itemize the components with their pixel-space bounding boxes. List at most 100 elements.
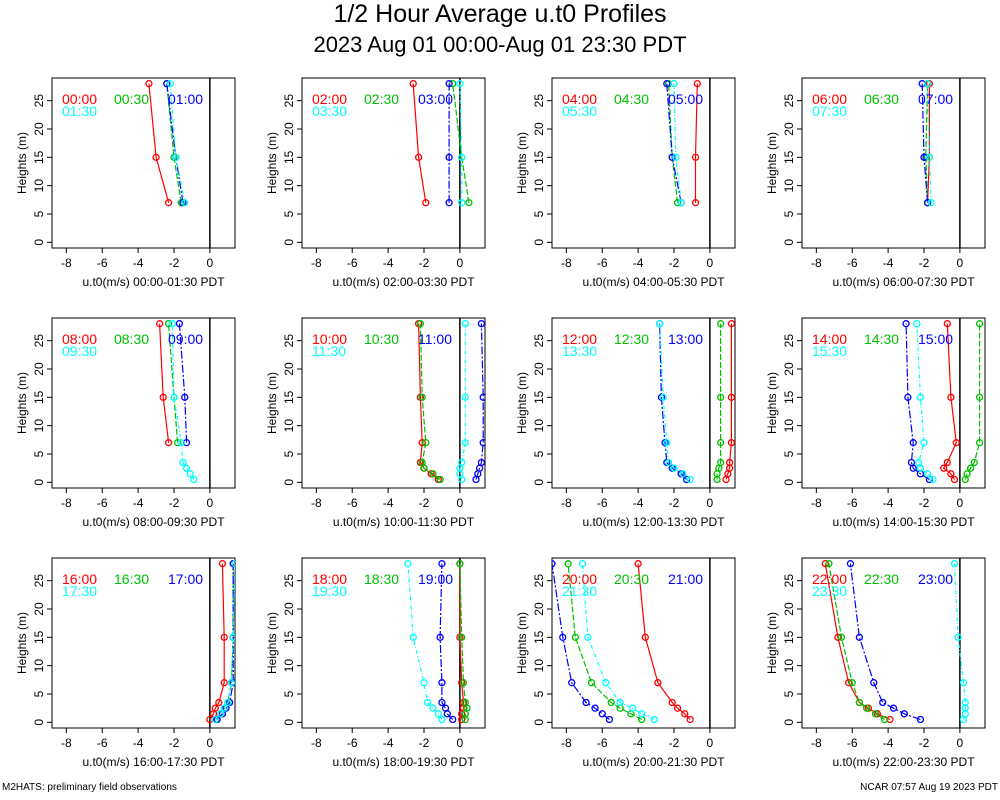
data-point [681,710,689,718]
data-point [716,458,725,467]
data-point [679,470,687,478]
y-tick-label: 20 [782,122,796,136]
data-point [821,560,829,568]
data-point [916,393,925,401]
y-tick-label: 0 [282,479,296,486]
x-axis-label: u.t0(m/s) 16:00-17:30 PDT [82,755,225,769]
data-point [429,470,437,478]
series-line-07:30 [927,83,932,203]
series-line-02:00 [412,83,427,203]
x-axis-label: u.t0(m/s) 06:00-07:30 PDT [832,275,975,289]
data-point [587,679,596,687]
data-point [950,560,959,568]
x-tick-label: 0 [957,256,964,270]
data-point [438,698,446,707]
y-tick-label: 15 [282,390,296,404]
data-point [641,633,649,641]
y-tick-label: 20 [782,602,796,616]
y-tick-label: 5 [532,690,546,697]
y-axis-label: Heights (m) [515,132,529,194]
y-tick-label: 25 [282,334,296,348]
y-axis-label: Heights (m) [765,612,779,674]
data-point [947,470,955,478]
y-tick-label: 20 [32,362,46,376]
y-tick-label: 0 [532,239,546,246]
data-point [923,80,932,88]
legend-label-16:00: 16:00 [62,571,97,587]
plot-frame [301,317,486,489]
y-tick-label: 5 [32,690,46,697]
legend-label-07:00: 07:00 [918,91,953,107]
series-group [145,80,189,207]
legend-label-06:30: 06:30 [864,91,899,107]
data-point [459,679,468,687]
data-point [445,80,453,88]
data-point [879,698,887,707]
legend-label-13:30: 13:30 [562,343,597,359]
data-point [870,679,878,687]
y-tick-label: 25 [32,574,46,588]
legend-label-01:30: 01:30 [62,103,97,119]
series-line-00:00 [148,83,170,203]
series-line-14:00 [942,323,957,480]
y-tick-label: 5 [782,450,796,457]
data-point [177,439,185,447]
legend-label-05:00: 05:00 [668,91,703,107]
y-tick-label: 15 [532,630,546,644]
legend-label-19:30: 19:30 [312,583,347,599]
data-point [920,439,928,447]
x-tick-label: -4 [883,496,894,510]
data-point [218,560,227,568]
series-line-13:30 [659,323,691,480]
data-point [229,633,235,641]
x-tick-label: 0 [457,256,464,270]
x-tick-label: -2 [669,736,680,750]
series-line-05:30 [673,83,682,203]
panel-2: -8 -6 -4 -2 0 0 5 10 15 20 25 Heights (m) u.t0(m/s) … [265,77,486,289]
y-tick-label: 10 [532,659,546,673]
chart-subtitle: 2023 Aug 01 00:00-Aug 01 23:30 PDT [313,32,687,57]
series-group [404,560,471,724]
series-group [409,80,473,207]
plot-frame [301,557,486,729]
plot-frame [51,317,236,489]
x-axis-label: u.t0(m/s) 14:00-15:30 PDT [832,515,975,529]
y-tick-label: 10 [32,179,46,193]
y-tick-label: 15 [32,630,46,644]
y-tick-label: 20 [282,602,296,616]
data-point [181,199,189,207]
data-point [220,679,228,687]
data-point [961,698,969,707]
data-point [422,439,430,447]
series-line-22:30 [828,563,885,721]
data-point [975,439,984,447]
y-tick-label: 20 [532,122,546,136]
data-point [904,393,912,401]
data-point [458,153,466,161]
y-axis-label: Heights (m) [515,372,529,434]
data-point [923,470,932,478]
x-tick-label: -2 [669,256,680,270]
y-tick-label: 0 [282,239,296,246]
x-tick-label: 0 [957,736,964,750]
legend-label-20:00: 20:00 [562,571,597,587]
series-group [655,320,735,484]
y-tick-label: 10 [782,179,796,193]
series-line-09:00 [178,323,188,443]
data-point [175,320,184,328]
legend-label-21:30: 21:30 [562,583,597,599]
panel-7: -8 -6 -4 -2 0 0 5 10 15 20 25 Heights (m) u.t0(m/s) … [515,317,736,529]
y-tick-label: 15 [32,150,46,164]
x-tick-label: -2 [419,736,430,750]
data-point [655,320,664,328]
data-point [224,698,232,707]
series-group [414,320,485,484]
legend-label-23:00: 23:00 [918,571,953,587]
legend-label-02:00: 02:00 [312,91,347,107]
x-tick-label: -2 [419,256,430,270]
data-point [634,560,642,568]
y-tick-label: 5 [282,210,296,217]
x-tick-label: 0 [207,496,214,510]
plot-frame [801,557,986,729]
data-point [725,458,734,467]
